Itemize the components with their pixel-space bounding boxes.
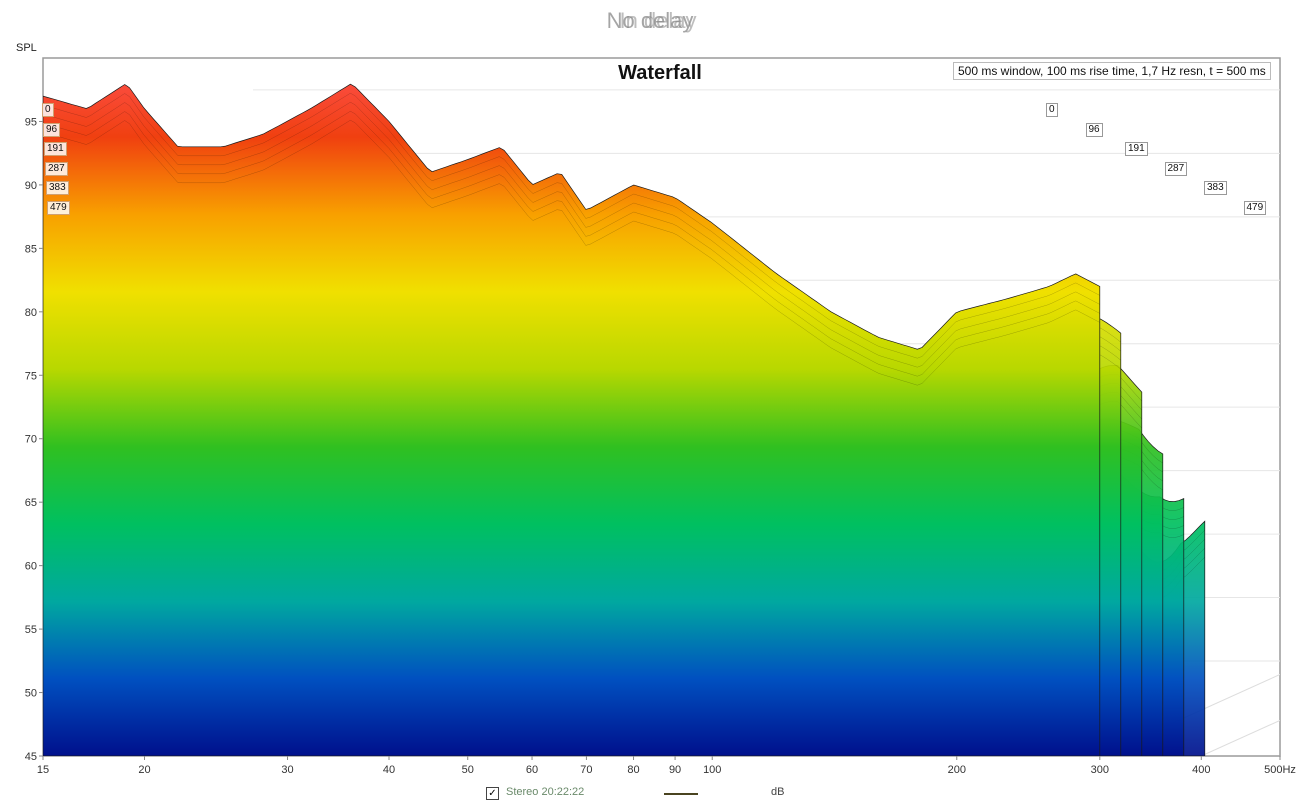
chart-title: Waterfall [618,62,702,84]
time-slice-label-right: 479 [1243,200,1267,215]
x-tick-label: 15 [37,764,49,776]
x-tick-label: 70 [580,764,592,776]
x-tick-label: 40 [383,764,395,776]
x-tick-label: 20 [138,764,150,776]
x-tick-label: 60 [526,764,538,776]
x-tick-label: 50 [462,764,474,776]
time-slice-label-right: 96 [1085,122,1103,137]
settings-readout: 500 ms window, 100 ms rise time, 1,7 Hz … [953,62,1271,80]
y-tick-label: 65 [25,497,37,509]
y-tick-label: 95 [25,116,37,128]
time-slice-label-right: 287 [1164,161,1188,176]
y-tick-label: 90 [25,180,37,192]
y-tick-label: 55 [25,624,37,636]
legend-unit: dB [771,786,785,798]
y-tick-label: 80 [25,307,37,319]
floor-grid-line [1279,755,1280,756]
x-tick-label: 400 [1192,764,1210,776]
x-tick-label: 500Hz [1264,764,1296,776]
waterfall-slice [43,83,1101,756]
y-tick-label: 60 [25,561,37,573]
slice-contour [43,101,1100,368]
x-tick-label: 100 [703,764,721,776]
time-slice-label-left: 0 [42,103,54,117]
page-title-overlap-text: In delay [619,8,697,33]
time-slice-label-left: 191 [44,142,67,156]
legend-swatch [664,793,698,795]
x-tick-label: 200 [948,764,966,776]
legend-checkbox[interactable]: ✓ [486,787,499,800]
time-slice-label-left: 96 [43,122,61,137]
x-tick-label: 80 [627,764,639,776]
y-tick-label: 45 [25,751,37,763]
time-slice-label-left: 479 [47,200,70,215]
floor-grid-line [1201,719,1280,756]
legend-series-name: Stereo 20:22:22 [506,786,585,798]
time-slice-label-right: 0 [1046,103,1058,117]
time-slice-label-right: 383 [1204,181,1227,195]
page-title-text: No delay [606,8,694,33]
time-slice-label-left: 287 [45,161,68,176]
y-tick-label: 70 [25,434,37,446]
slice-contour [43,92,1100,359]
y-tick-label: 75 [25,370,37,382]
time-slice-label-right: 191 [1125,142,1148,156]
slice-contour [43,110,1100,377]
x-tick-label: 30 [281,764,293,776]
x-tick-label: 300 [1091,764,1109,776]
y-tick-label: 85 [25,243,37,255]
y-axis-label: SPL [16,42,37,54]
time-slice-label-left: 383 [46,181,69,195]
y-tick-label: 50 [25,688,37,700]
slice-contour [43,119,1100,386]
x-tick-label: 90 [669,764,681,776]
